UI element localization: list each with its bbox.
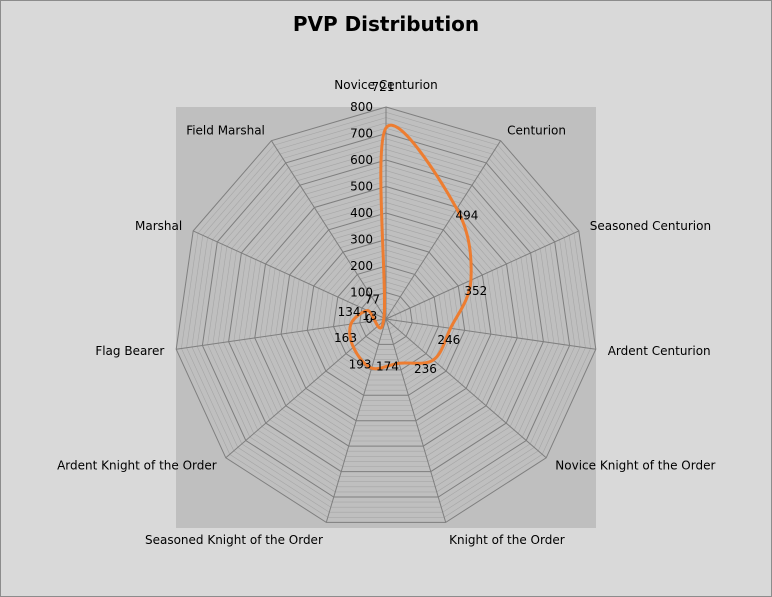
minor-gridline <box>259 191 513 442</box>
tick-labels: 0 100 200 300 400 500 600 700 800 <box>350 100 373 326</box>
data-label: 174 <box>376 360 399 374</box>
minor-gridline <box>312 244 460 391</box>
minor-gridline <box>191 122 581 508</box>
series-layer <box>348 123 473 371</box>
minor-gridline <box>343 276 429 361</box>
minor-gridline <box>291 223 481 411</box>
minor-gridline <box>207 138 565 493</box>
data-label: 77 <box>365 293 380 307</box>
minor-gridline <box>223 154 549 477</box>
category-label: Marshal <box>135 219 182 233</box>
minor-gridline <box>275 207 497 427</box>
category-label: Centurion <box>507 124 566 138</box>
minor-gridline <box>238 170 534 462</box>
major-gridline <box>201 132 571 498</box>
major-gridline <box>254 185 518 447</box>
category-label: Novice Centurion <box>334 78 437 92</box>
category-label: Seasoned Centurion <box>590 219 711 233</box>
minor-gridline <box>364 297 408 340</box>
minor-gridline <box>317 249 455 386</box>
radial-axis-line <box>225 318 387 459</box>
category-label: Seasoned Knight of the Order <box>145 533 323 547</box>
minor-gridline <box>196 127 576 503</box>
chart-title: PVP Distribution <box>292 12 480 36</box>
major-gridline <box>359 291 413 345</box>
radial-axis-line <box>325 318 387 523</box>
data-labels: 721 494 352 246 236 174 193 163 134 77 13 <box>334 80 487 376</box>
minor-gridline <box>244 175 528 457</box>
minor-gridline <box>301 233 471 401</box>
minor-gridline <box>348 281 424 355</box>
major-gridline <box>228 159 544 473</box>
category-label: Novice Knight of the Order <box>555 459 715 473</box>
tick-label: 600 <box>350 153 373 167</box>
category-label: Ardent Centurion <box>608 344 711 358</box>
data-label: 193 <box>349 358 372 372</box>
minor-gridline <box>375 308 397 330</box>
tick-label: 300 <box>350 233 373 247</box>
data-label: 13 <box>362 309 377 323</box>
minor-gridline <box>322 255 450 381</box>
minor-gridline <box>233 164 539 467</box>
tick-label: 0 <box>365 312 373 326</box>
radial-axis-line <box>385 230 580 320</box>
tick-label: 800 <box>350 100 373 114</box>
data-label: 721 <box>372 80 395 94</box>
category-labels: Novice Centurion Centurion Seasoned Centur… <box>57 78 715 547</box>
radial-axis-line <box>385 318 547 459</box>
series-line <box>348 123 473 371</box>
category-label: Ardent Knight of the Order <box>57 459 217 473</box>
tick-label: 700 <box>350 127 373 141</box>
major-gridline <box>280 212 492 422</box>
minor-gridline <box>270 202 502 432</box>
minor-gridline <box>327 260 445 376</box>
tick-label: 100 <box>350 286 373 300</box>
category-label: Flag Bearer <box>95 344 164 358</box>
major-gridline <box>306 238 466 396</box>
minor-gridline <box>369 302 403 335</box>
category-label: Knight of the Order <box>449 533 565 547</box>
tick-label: 400 <box>350 206 373 220</box>
tick-label: 500 <box>350 180 373 194</box>
data-label: 163 <box>334 331 357 345</box>
radial-axis-line <box>192 230 387 320</box>
data-label: 246 <box>437 333 460 347</box>
minor-gridline <box>217 149 555 483</box>
minor-gridline <box>249 180 523 452</box>
tick-label: 200 <box>350 259 373 273</box>
minor-gridline <box>186 117 586 513</box>
radial-axes <box>176 107 596 523</box>
category-label: Field Marshal <box>186 124 265 138</box>
radial-axis-line <box>270 140 387 320</box>
data-label: 236 <box>414 362 437 376</box>
major-gridline <box>175 106 597 523</box>
radial-axis-line <box>385 318 596 350</box>
minor-gridlines <box>181 111 591 518</box>
data-label: 134 <box>338 305 361 319</box>
minor-gridline <box>264 196 508 437</box>
minor-gridline <box>338 270 434 366</box>
major-gridline <box>332 265 440 371</box>
radial-axis-line <box>385 318 447 523</box>
data-label: 494 <box>455 208 478 222</box>
data-label: 352 <box>464 284 487 298</box>
radial-axis-line <box>385 140 502 320</box>
minor-gridline <box>296 228 476 406</box>
minor-gridline <box>212 143 560 488</box>
minor-gridline <box>181 111 591 518</box>
major-gridlines <box>175 106 597 523</box>
minor-gridline <box>354 286 418 350</box>
